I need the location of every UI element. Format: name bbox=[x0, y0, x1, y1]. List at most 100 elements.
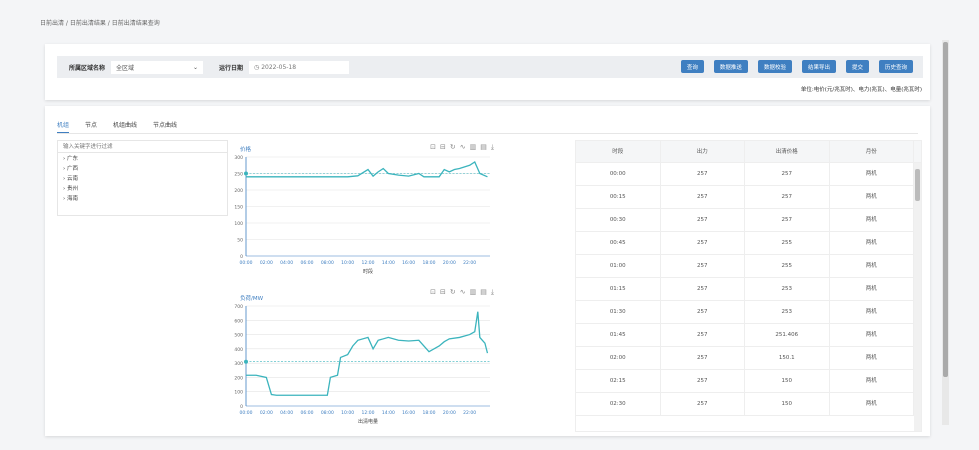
table-cell: 02:15 bbox=[576, 370, 661, 392]
restore-icon: ↻ bbox=[449, 143, 456, 151]
load-chart: ⊡ ⊟ ↻ ∿ ▥ ▤ ⤓ 负荷/MW 0 100 200 300 400 500 600 700 00:00… bbox=[228, 284, 508, 425]
table-cell: 257 bbox=[661, 255, 745, 277]
column-header: 时段 bbox=[576, 141, 661, 162]
table-row[interactable]: 02:15 257 150 两机 bbox=[576, 370, 921, 393]
date-picker[interactable]: ◷ 2022-05-18 bbox=[249, 60, 350, 74]
table-row[interactable]: 02:30 257 150 两机 bbox=[576, 393, 921, 416]
region-select[interactable]: 全区域 ⌄ bbox=[111, 60, 204, 74]
x-tick-label: 00:00 bbox=[240, 410, 253, 416]
table-cell: 两机 bbox=[830, 209, 914, 231]
breadcrumb-item[interactable]: 日前出清 bbox=[40, 20, 65, 27]
table-cell: 257 bbox=[661, 278, 745, 300]
y-tick-label: 200 bbox=[234, 188, 243, 194]
column-header: 出清价格 bbox=[745, 141, 830, 162]
table-row[interactable]: 00:45 257 255 两机 bbox=[576, 232, 921, 255]
table-row[interactable]: 01:30 257 253 两机 bbox=[576, 301, 921, 324]
series-line bbox=[246, 311, 489, 396]
table-row[interactable]: 01:15 257 253 两机 bbox=[576, 278, 921, 301]
calendar-icon: ◷ bbox=[254, 63, 262, 71]
chart-toolbox[interactable]: ⊡ ⊟ ↻ ∿ ▥ ▤ ⤓ bbox=[430, 288, 494, 297]
y-tick-label: 600 bbox=[234, 318, 243, 324]
table-cell: 00:45 bbox=[576, 232, 661, 254]
table-row[interactable]: 01:00 257 255 两机 bbox=[576, 255, 921, 278]
breadcrumb-current: 日前出清结果查询 bbox=[111, 20, 160, 27]
x-tick-label: 04:00 bbox=[280, 260, 293, 266]
x-tick-label: 00:00 bbox=[240, 260, 253, 266]
table-row[interactable]: 00:15 257 257 两机 bbox=[576, 186, 921, 209]
tree-item[interactable]: › 贵州 bbox=[63, 186, 78, 192]
y-axis-label: 负荷/MW bbox=[240, 294, 264, 302]
export-button[interactable]: 结果导出 bbox=[801, 60, 836, 73]
table-cell: 257 bbox=[661, 393, 745, 415]
bar-icon: ▥ bbox=[469, 288, 477, 296]
table-cell: 253 bbox=[745, 301, 830, 323]
table-cell: 两机 bbox=[830, 301, 914, 323]
y-tick-label: 0 bbox=[240, 404, 243, 410]
tab-node[interactable]: 节点 bbox=[85, 122, 98, 129]
result-table: 时段 出力 出清价格 月份 00:00 257 257 两机 00:15 257 257 两机… bbox=[575, 140, 922, 432]
tree-filter-input[interactable] bbox=[58, 141, 227, 153]
x-tick-label: 12:00 bbox=[362, 410, 375, 416]
tree-item[interactable]: › 云南 bbox=[63, 176, 78, 182]
x-axis-label: 时段 bbox=[363, 268, 373, 275]
filter-panel: 所属区域名称 全区域 ⌄ 运行日期 ◷ 2022-05-18 查询 数据推送 数据… bbox=[45, 44, 930, 100]
chart-toolbox[interactable]: ⊡ ⊟ ↻ ∿ ▥ ▤ ⤓ bbox=[430, 143, 494, 152]
column-header: 月份 bbox=[830, 141, 914, 162]
table-row[interactable]: 00:30 257 257 两机 bbox=[576, 209, 921, 232]
chevron-down-icon: ⌄ bbox=[192, 63, 199, 71]
breadcrumb-item[interactable]: 日前出清结果 bbox=[69, 20, 106, 27]
table-cell: 255 bbox=[745, 232, 830, 254]
history-button[interactable]: 历史查询 bbox=[878, 60, 913, 73]
table-row[interactable]: 00:00 257 257 两机 bbox=[576, 163, 921, 186]
series-line bbox=[246, 160, 488, 178]
y-tick-label: 50 bbox=[237, 238, 243, 244]
push-data-button[interactable]: 数据推送 bbox=[713, 60, 748, 73]
tab-unit[interactable]: 机组 bbox=[57, 120, 70, 133]
data-view-icon: ▤ bbox=[480, 288, 487, 296]
tree-item[interactable]: › 广东 bbox=[63, 156, 78, 162]
page-scrollbar-thumb[interactable] bbox=[943, 42, 948, 377]
table-cell: 255 bbox=[745, 255, 830, 277]
x-axis-label: 出清电量 bbox=[358, 418, 378, 425]
y-tick-label: 250 bbox=[234, 172, 243, 178]
table-cell: 257 bbox=[661, 186, 745, 208]
y-tick-label: 500 bbox=[234, 333, 243, 339]
table-row[interactable]: 02:00 257 150.1 两机 bbox=[576, 347, 921, 370]
x-tick-label: 02:00 bbox=[260, 260, 273, 266]
tab-unit-curve[interactable]: 机组曲线 bbox=[113, 122, 138, 129]
y-tick-label: 150 bbox=[234, 205, 243, 211]
tree-item[interactable]: › 广西 bbox=[63, 166, 78, 172]
y-tick-label: 0 bbox=[240, 254, 243, 260]
y-tick-label: 300 bbox=[234, 155, 243, 161]
table-cell: 两机 bbox=[830, 255, 914, 277]
y-axis-label: 价格 bbox=[240, 145, 252, 153]
zoom-icon: ⊡ bbox=[430, 288, 437, 296]
x-tick-label: 02:00 bbox=[260, 410, 273, 416]
download-icon: ⤓ bbox=[490, 143, 494, 151]
table-cell: 257 bbox=[661, 370, 745, 392]
table-cell: 257 bbox=[661, 324, 745, 346]
x-tick-label: 14:00 bbox=[382, 410, 395, 416]
data-view-icon: ▤ bbox=[480, 143, 487, 151]
date-value: 2022-05-18 bbox=[261, 63, 297, 71]
table-cell: 01:45 bbox=[576, 324, 661, 346]
x-tick-label: 16:00 bbox=[402, 410, 415, 416]
x-tick-label: 08:00 bbox=[321, 410, 334, 416]
table-cell: 257 bbox=[661, 209, 745, 231]
tree-item[interactable]: › 海南 bbox=[63, 196, 78, 202]
table-cell: 257 bbox=[661, 301, 745, 323]
submit-button[interactable]: 提交 bbox=[845, 60, 869, 73]
table-cell: 251.406 bbox=[745, 324, 830, 346]
query-button[interactable]: 查询 bbox=[680, 60, 704, 73]
table-row[interactable]: 01:45 257 251.406 两机 bbox=[576, 324, 921, 347]
table-scrollbar[interactable] bbox=[914, 163, 921, 431]
table-cell: 两机 bbox=[830, 347, 914, 369]
table-cell: 01:15 bbox=[576, 278, 661, 300]
table-cell: 两机 bbox=[830, 232, 914, 254]
tab-node-curve[interactable]: 节点曲线 bbox=[153, 122, 178, 129]
table-cell: 02:00 bbox=[576, 347, 661, 369]
validate-button[interactable]: 数据校验 bbox=[757, 60, 792, 73]
x-tick-label: 22:00 bbox=[463, 260, 476, 266]
zoom-reset-icon: ⊟ bbox=[440, 143, 446, 151]
y-tick-label: 100 bbox=[234, 221, 243, 227]
